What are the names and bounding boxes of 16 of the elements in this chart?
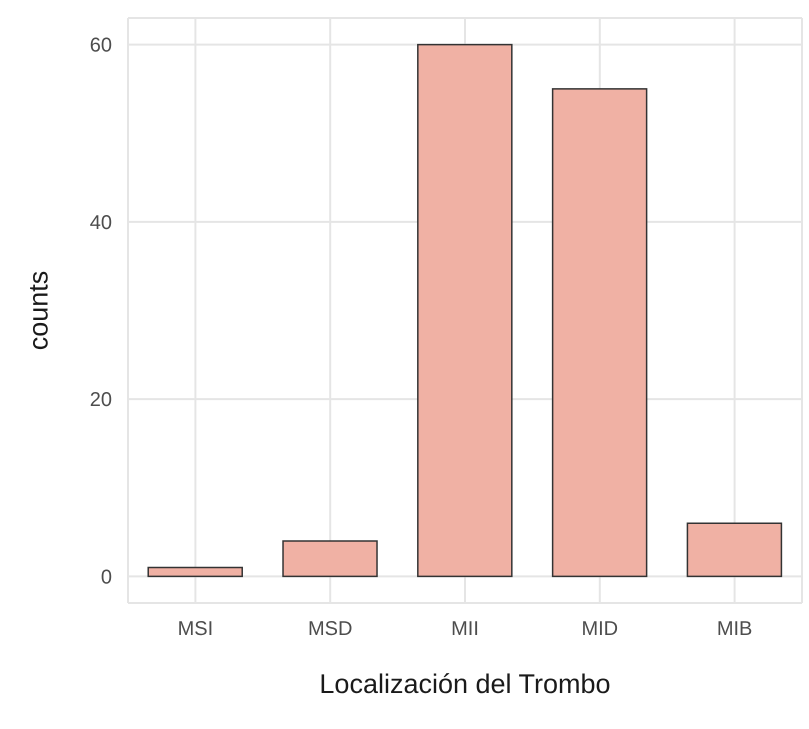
y-tick-label: 20 <box>90 389 112 412</box>
x-axis-title: Localización del Trombo <box>319 669 611 699</box>
y-tick-label: 40 <box>90 212 112 234</box>
bar <box>686 522 782 578</box>
x-tick-label: MID <box>581 618 618 640</box>
y-tick-label: 60 <box>90 34 112 57</box>
x-tick-label: MIB <box>716 618 752 640</box>
bar <box>147 566 243 578</box>
bar <box>417 44 513 578</box>
bar <box>282 540 378 578</box>
x-tick-label: MSI <box>178 618 214 640</box>
y-axis-title: counts <box>24 270 54 350</box>
x-tick-label: MSD <box>308 618 352 640</box>
bar <box>552 88 648 578</box>
x-tick-label: MII <box>451 618 479 640</box>
y-tick-label: 0 <box>100 566 112 589</box>
